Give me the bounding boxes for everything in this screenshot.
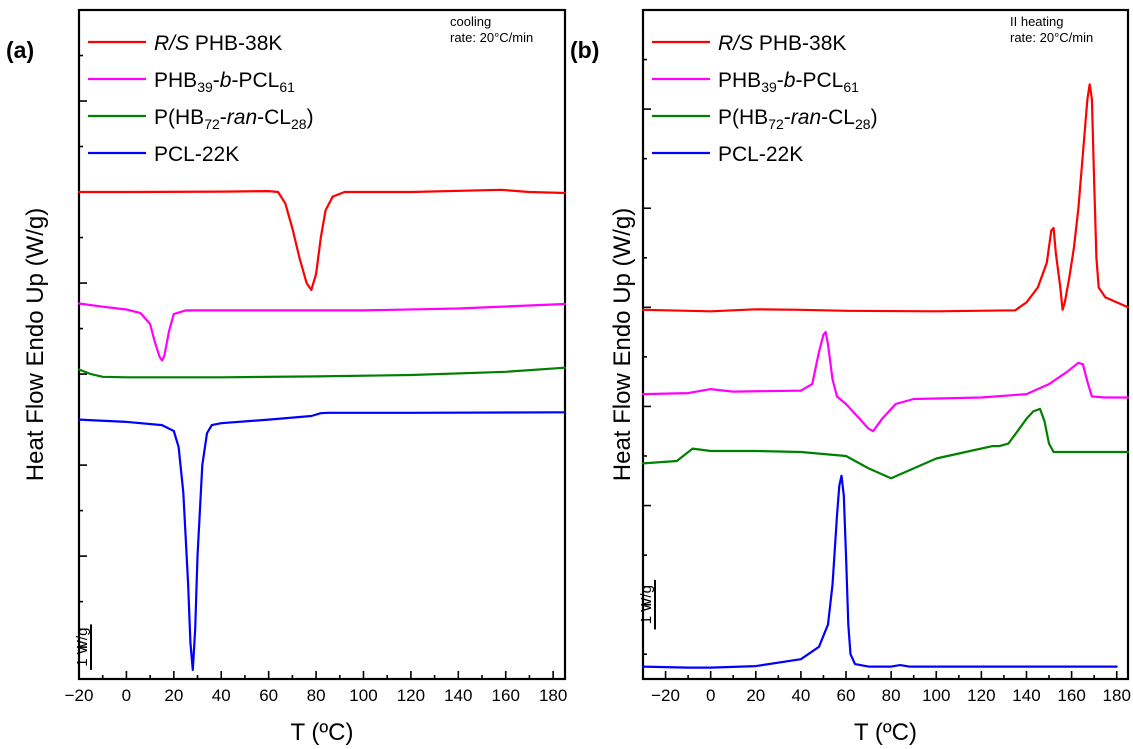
rate-note: rate: 20°C/min bbox=[450, 30, 533, 45]
x-axis-label: T (ºC) bbox=[854, 719, 917, 746]
plot-frame bbox=[77, 8, 567, 681]
rate-note: II heating bbox=[1010, 14, 1064, 29]
scale-bar-label: 1 W/g bbox=[638, 585, 655, 624]
x-tick-label: 120 bbox=[397, 686, 425, 705]
x-tick-label: 0 bbox=[706, 686, 715, 705]
x-tick-label: −20 bbox=[651, 686, 680, 705]
scale-bar-label: 1 W/g bbox=[74, 628, 91, 667]
legend-label: PCL-22K bbox=[154, 143, 239, 166]
panel-label: (b) bbox=[570, 37, 599, 63]
x-tick-label: 40 bbox=[212, 686, 231, 705]
panel-b: −20 0 20 40 60 80 100 120 140 160 180 T (ºC) Heat Fl… bbox=[570, 8, 1131, 746]
panel-a: −20 0 20 40 60 80 100 120 140 160 180 T (ºC) Heat Fl… bbox=[6, 8, 567, 746]
x-tick-label: 20 bbox=[164, 686, 183, 705]
plot-frame bbox=[641, 8, 1130, 681]
series-line bbox=[641, 474, 1118, 669]
x-tick-label: 0 bbox=[122, 686, 131, 705]
legend-label: PHB39-b-PCL61 bbox=[718, 69, 859, 95]
x-tick-label: 60 bbox=[837, 686, 856, 705]
x-tick-label: 160 bbox=[1057, 686, 1085, 705]
x-tick-label: 80 bbox=[307, 686, 326, 705]
legend-label: P(HB72-ran-CL28) bbox=[154, 106, 314, 132]
x-tick-label: 40 bbox=[791, 686, 810, 705]
x-tick-label: 180 bbox=[1103, 686, 1131, 705]
x-tick-label: 160 bbox=[492, 686, 520, 705]
legend-label: PHB39-b-PCL61 bbox=[154, 69, 295, 95]
x-axis-label: T (ºC) bbox=[291, 719, 354, 746]
x-tick-label: 180 bbox=[539, 686, 567, 705]
x-tick-label: 100 bbox=[349, 686, 377, 705]
x-tick-label: 120 bbox=[967, 686, 995, 705]
legend-label: PCL-22K bbox=[718, 143, 803, 166]
legend-label: P(HB72-ran-CL28) bbox=[718, 106, 878, 132]
panel-label: (a) bbox=[6, 37, 34, 63]
series-line bbox=[641, 331, 1130, 433]
series-line bbox=[77, 302, 567, 362]
y-axis-label: Heat Flow Endo Up (W/g) bbox=[609, 208, 636, 481]
x-tick-label: 20 bbox=[746, 686, 765, 705]
x-tick-label: 80 bbox=[882, 686, 901, 705]
x-tick-label: 60 bbox=[259, 686, 278, 705]
series-line bbox=[77, 366, 567, 379]
x-tick-label: 100 bbox=[922, 686, 950, 705]
series-line bbox=[641, 83, 1130, 313]
legend-label: R/S PHB-38K bbox=[718, 32, 846, 55]
series-line bbox=[77, 411, 567, 671]
y-axis-label: Heat Flow Endo Up (W/g) bbox=[22, 208, 49, 481]
legend-label: R/S PHB-38K bbox=[154, 32, 282, 55]
series-line bbox=[641, 407, 1130, 480]
series-line bbox=[77, 188, 567, 291]
x-tick-label: 140 bbox=[1012, 686, 1040, 705]
x-tick-label: −20 bbox=[65, 686, 94, 705]
x-tick-label: 140 bbox=[444, 686, 472, 705]
rate-note: cooling bbox=[450, 14, 491, 29]
rate-note: rate: 20°C/min bbox=[1010, 30, 1093, 45]
